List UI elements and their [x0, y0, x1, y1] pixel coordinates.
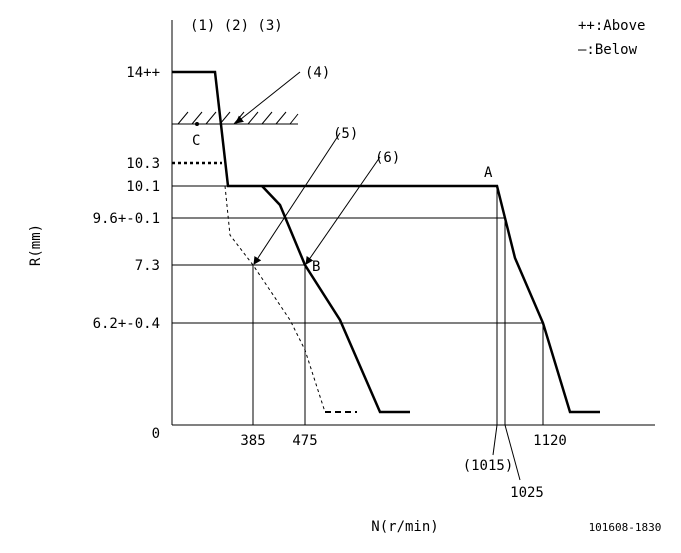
code: 101608-1830	[589, 521, 662, 534]
point-label: A	[484, 165, 493, 181]
y-axis-title: R(mm)	[28, 224, 44, 266]
markers: (1) (2) (3)	[190, 18, 283, 34]
y-tick: 7.3	[135, 258, 160, 274]
callout: (5)	[333, 126, 358, 142]
legend-above: ++:Above	[578, 18, 645, 34]
y-tick: 10.3	[126, 156, 160, 172]
x-tick: (1015)	[463, 458, 514, 474]
x-axis-title: N(r/min)	[371, 519, 438, 535]
x-tick: 1120	[533, 433, 567, 449]
point-label: C	[192, 133, 200, 149]
y-tick: 10.1	[126, 179, 160, 195]
y-tick: 0	[152, 426, 160, 442]
callout: (4)	[305, 65, 330, 81]
x-tick: 385	[240, 433, 265, 449]
y-tick: 14++	[126, 65, 160, 81]
point-label: B	[312, 259, 320, 275]
layout-lines	[171, 20, 655, 481]
x-tick: 475	[292, 433, 317, 449]
legend-below: —:Below	[578, 42, 638, 58]
y-tick: 9.6+-0.1	[93, 211, 160, 227]
y-tick: 6.2+-0.4	[93, 316, 160, 332]
x-tick: 1025	[510, 485, 544, 501]
callout: (6)	[375, 150, 400, 166]
